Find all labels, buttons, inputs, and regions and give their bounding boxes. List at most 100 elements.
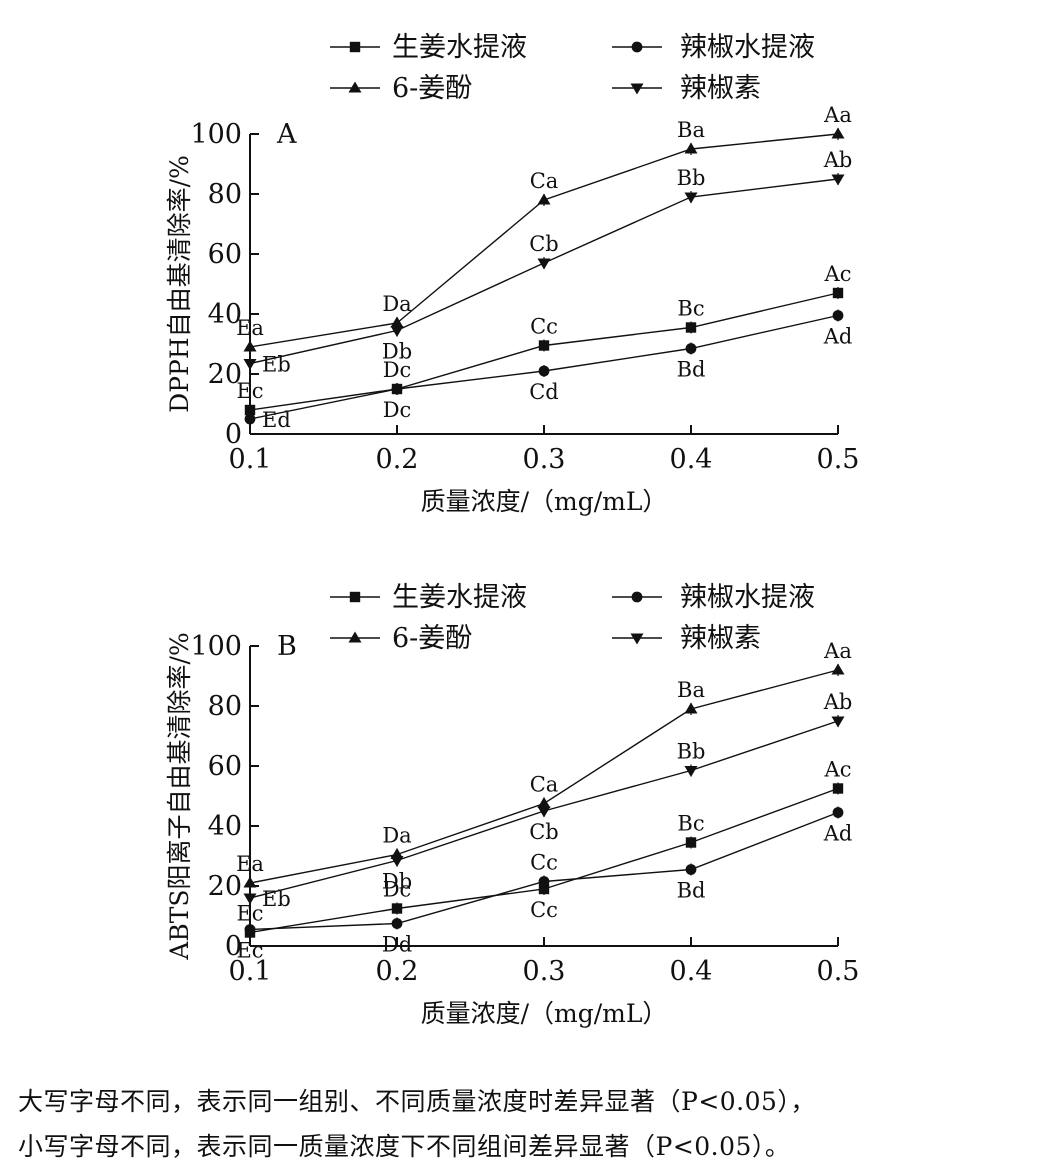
series-4: Eb Db Cb Bb Ab [243, 148, 853, 377]
x-tick-label: 0.4 [670, 444, 713, 475]
legend-item-3: 6-姜酚 [330, 623, 472, 654]
data-point [390, 856, 404, 867]
y-tick-label: 20 [208, 359, 242, 390]
data-point [684, 192, 698, 204]
data-point [390, 316, 404, 328]
legend-item-2: 辣椒水提液 [612, 582, 815, 613]
data-point [685, 864, 697, 875]
point-label: Ab [823, 148, 853, 172]
x-tick-label: 0.2 [376, 956, 419, 987]
data-point [684, 142, 698, 154]
point-label: Cb [529, 820, 559, 844]
point-label: Cc [530, 851, 558, 875]
y-axis-title: DPPH自由基清除率/% [165, 155, 194, 413]
point-label: Db [382, 340, 412, 364]
legend-item-1: 生姜水提液 [330, 32, 527, 63]
point-label: Dc [383, 398, 412, 422]
data-point [538, 365, 550, 377]
legend-label: 辣椒水提液 [680, 582, 815, 613]
series-2: Ed Dc Cd Bd Ad [244, 309, 853, 432]
point-label: Ec [236, 939, 263, 963]
point-label: Ed [262, 408, 291, 432]
point-label: Cc [530, 315, 558, 339]
point-label: Db [382, 870, 412, 894]
y-tick-label: 80 [208, 691, 242, 722]
point-label: Cb [529, 232, 559, 256]
point-label: Ac [824, 262, 852, 286]
x-axis-title: 质量浓度/（mg/mL） [421, 487, 668, 516]
y-tick-label: 40 [208, 299, 242, 330]
legend-item-3: 6-姜酚 [330, 73, 472, 104]
data-point [831, 716, 845, 728]
data-point [832, 807, 844, 818]
legend-label: 辣椒水提液 [680, 32, 815, 63]
x-tick-label: 0.3 [523, 444, 566, 475]
legend-marker [348, 631, 362, 643]
point-label: Bc [677, 297, 704, 321]
legend-item-4: 辣椒素 [612, 623, 761, 654]
point-label: Ad [823, 822, 853, 846]
point-label: Ec [236, 379, 263, 403]
y-tick-label: 100 [190, 631, 242, 662]
series-3: Ea Da Ca Ba Aa [236, 103, 852, 353]
point-label: Ac [824, 758, 852, 782]
y-tick-label: 20 [208, 871, 242, 902]
legend-item-2: 辣椒水提液 [612, 32, 815, 63]
data-point [244, 413, 256, 425]
footnote-line-2: 小写字母不同，表示同一质量浓度下不同组间差异显著（P<0.05）。 [18, 1132, 791, 1161]
point-label: Bc [677, 812, 704, 836]
y-axis-title: ABTS阳离子自由基清除率/% [165, 632, 194, 960]
legend-label: 辣椒素 [680, 73, 761, 104]
point-label: Ad [823, 325, 853, 349]
data-point [832, 783, 844, 794]
point-label: Ab [823, 690, 853, 714]
data-point [243, 359, 257, 370]
legend-marker [349, 591, 361, 603]
y-tick-label: 0 [225, 419, 242, 450]
legend-label: 生姜水提液 [392, 582, 527, 613]
point-label: Ba [677, 678, 705, 702]
series-4: Eb Db Cb Bb Ab [243, 690, 853, 911]
y-tick-label: 60 [208, 751, 242, 782]
data-point [538, 883, 550, 895]
series-2: Ec Dd Cc Bd Ad [236, 806, 853, 963]
point-label: Cd [529, 380, 559, 404]
legend-label: 生姜水提液 [392, 32, 527, 63]
y-tick-label: 100 [190, 119, 242, 150]
x-tick-label: 0.2 [376, 444, 419, 475]
data-point [538, 340, 550, 351]
legend-label: 辣椒素 [680, 623, 761, 654]
point-label: Ca [530, 169, 559, 193]
footnote-line-1: 大写字母不同，表示同一组别、不同质量浓度时差异显著（P<0.05）， [18, 1087, 816, 1116]
legend-marker [348, 81, 362, 93]
data-point [832, 310, 844, 321]
point-label: Bd [677, 879, 706, 903]
point-label: Ea [236, 852, 264, 876]
data-point [685, 343, 697, 354]
legend-item-4: 辣椒素 [612, 73, 761, 104]
chart-panel-a: 生姜水提液 辣椒水提液 6-姜酚 辣椒素 0 20 40 60 80 100 0.1 0.2 0.3 0.… [165, 32, 859, 516]
data-point [832, 287, 844, 299]
point-label: Dc [383, 878, 412, 902]
legend-label: 6-姜酚 [392, 73, 472, 104]
y-tick-label: 0 [225, 931, 242, 962]
data-point [538, 876, 550, 887]
legend-label: 6-姜酚 [392, 623, 472, 654]
data-point [831, 663, 845, 675]
point-label: Da [382, 824, 411, 848]
legend-marker [631, 41, 643, 53]
data-point [685, 322, 697, 333]
panel-letter: A [276, 119, 297, 150]
data-point [391, 918, 403, 929]
data-point [537, 193, 551, 205]
x-tick-label: 0.4 [670, 956, 713, 987]
data-point [244, 404, 256, 416]
point-label: Bb [677, 740, 706, 764]
point-label: Ba [677, 118, 705, 142]
legend-marker [631, 591, 643, 603]
data-point [684, 702, 698, 714]
data-point [391, 383, 403, 395]
data-point [537, 258, 551, 270]
series-1: Ec Dc Cc Bc Ac [236, 758, 851, 939]
